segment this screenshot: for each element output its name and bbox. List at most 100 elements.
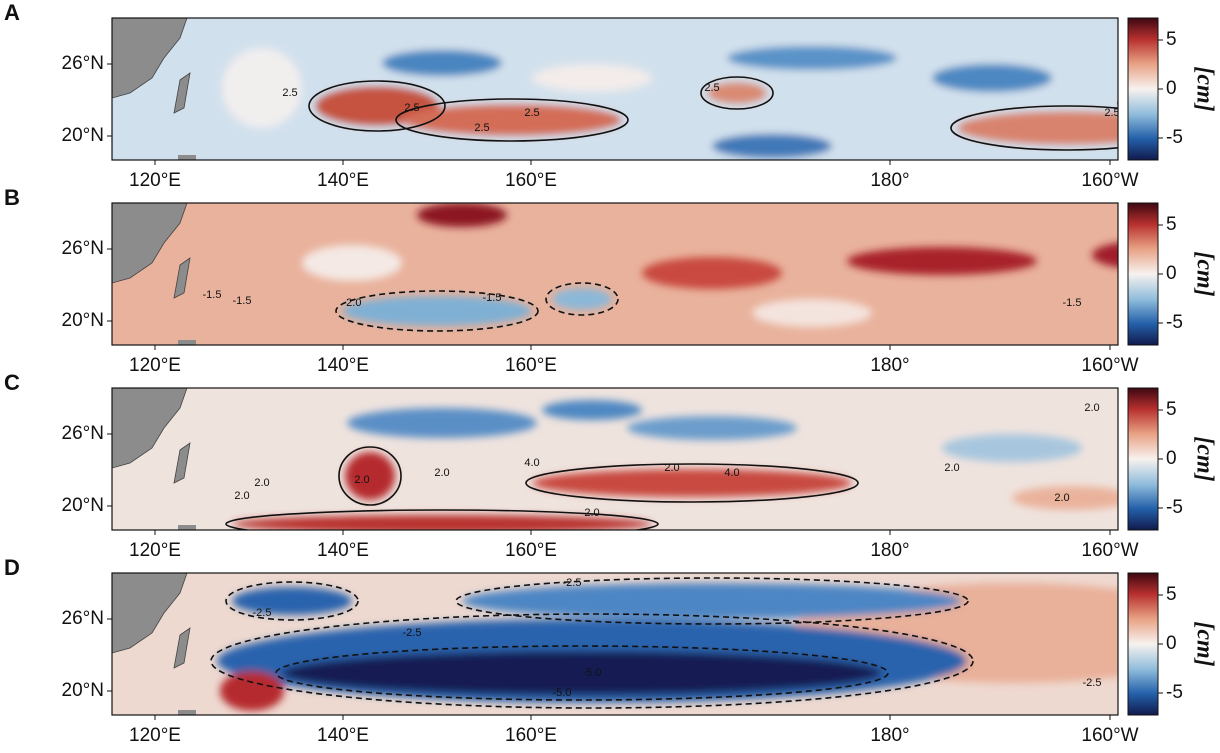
panel-label: A [4,0,20,25]
lon-label: 160°W [1081,725,1138,746]
anomaly [1092,242,1118,268]
contour-label: 2.5 [704,82,719,94]
contour-line [950,105,1118,151]
contour-label: 2.0 [1054,492,1069,504]
panel-frame [111,572,1119,716]
lon-label: 160°W [1081,170,1138,191]
field: 2.5 2.5 2.5 2.5 2.5 2.5 2.5 [112,18,1118,160]
colorbar-tick-label: -5 [1166,682,1183,703]
anomaly [1152,309,1220,333]
lat-label: 20°N [62,310,104,331]
contour-label: 2.0 [234,490,249,502]
lat-label: 20°N [62,495,104,516]
contour-label: -2.5 [1083,677,1102,689]
contour-label: -1.5 [233,295,252,307]
anomaly [942,434,1082,462]
colorbar-unit: [cm] [1191,251,1217,296]
island [178,155,196,160]
island [178,525,196,530]
island [178,710,196,715]
lon-label: 120°E [129,540,181,561]
anomaly [382,50,502,76]
anomaly [532,64,652,92]
contour-line [225,581,359,621]
field: -1.5 -1.5 -2.0 -1.5 -1.5 [112,203,1220,345]
contour-label: 2.5 [474,122,489,134]
contour-label: 2.0 [1084,402,1099,414]
contours [210,577,974,709]
anomaly [402,104,622,136]
contour-line [338,446,402,506]
contours [225,446,859,530]
colorbar-tick-label: -5 [1166,497,1183,518]
colorbar-tick-label: -5 [1166,127,1183,148]
island [173,442,191,484]
field: 2.0 2.0 2.0 2.0 4.0 2.0 4.0 2.0 2.0 2.0 2.0 [112,388,1118,530]
contour-label: 2.5 [282,87,297,99]
panel-label: B [4,185,20,210]
anomaly [220,671,284,711]
anomaly [1177,673,1220,693]
contour-label: 4.0 [724,467,739,479]
lon-label: 160°E [505,355,557,376]
lat-label: 26°N [62,53,104,74]
land [112,203,188,284]
field: -2.5 -2.5 -2.5 -5.0 -5.0 -2.5 [112,573,1220,715]
anomaly [642,257,782,289]
contour-line [308,80,446,132]
colorbar-tick-label: 5 [1166,399,1177,420]
island [178,340,196,345]
anomaly [847,247,1037,275]
lon-label: 140°E [317,170,369,191]
lon-label: 120°E [129,725,181,746]
anomaly-blobs [302,203,1220,333]
anomaly [752,299,872,327]
contour-label: -5.0 [553,687,572,699]
contour-line [700,76,774,110]
land [112,573,188,654]
colorbar [1127,572,1159,716]
anomaly [627,416,797,440]
island [173,627,191,669]
panel-label: C [4,370,20,395]
colorbar-unit: [cm] [1191,436,1217,481]
lon-label: 180° [870,355,909,376]
panel-frame [111,17,1119,161]
contour-label: 2.5 [524,107,539,119]
colorbar-tick-label: 5 [1166,29,1177,50]
contour-label: -2.5 [563,577,582,589]
anomaly [932,64,1052,92]
lon-label: 180° [870,540,909,561]
contour-label: 2.0 [944,462,959,474]
lon-label: 160°E [505,540,557,561]
lat-label: 26°N [62,423,104,444]
panel-label: D [4,555,20,580]
anomaly [727,46,897,70]
panel-frame [111,387,1119,531]
anomaly [542,400,642,420]
anomaly [282,651,882,695]
contour-label: -2.5 [403,627,422,639]
lon-label: 180° [870,725,909,746]
map-panel: 2.5 2.5 2.5 2.5 2.5 2.5 2.5 A 26°N 20°N 120°E 140°E… [4,0,1217,191]
island [173,257,191,299]
contour-line [335,290,539,332]
anomaly [417,203,507,227]
anomaly [712,134,832,158]
contour-label: -1.5 [1063,297,1082,309]
map-panel: -2.5 -2.5 -2.5 -5.0 -5.0 -2.5 D 26°N 20°N 120°E 14… [4,555,1220,746]
anomaly [345,452,395,500]
anomaly [342,296,532,326]
contour-line [455,577,969,625]
anomaly [302,245,402,281]
contour-label: -2.5 [253,607,272,619]
contour-label: 2.0 [584,507,599,519]
colorbar-tick-label: 0 [1166,78,1177,99]
lat-label: 20°N [62,125,104,146]
anomaly-blobs [232,400,1118,530]
island [173,72,191,114]
anomaly [222,48,302,128]
anomaly-blobs [217,583,1220,711]
anomaly [532,469,852,497]
anomaly [707,82,767,104]
